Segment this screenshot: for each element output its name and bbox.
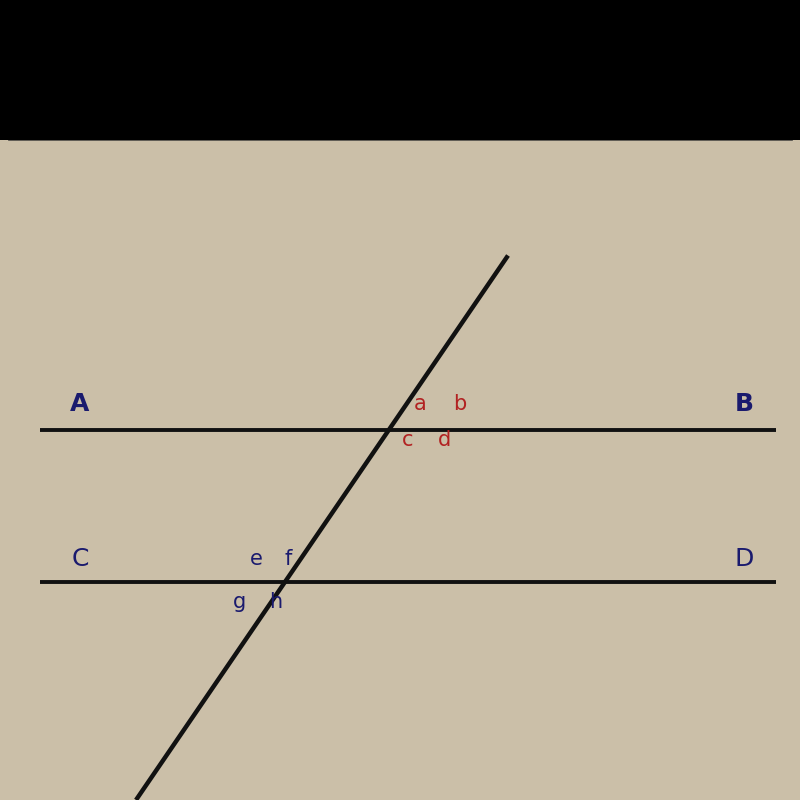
Text: c: c	[402, 430, 414, 450]
Text: h: h	[270, 592, 282, 612]
Text: f: f	[284, 549, 292, 569]
Bar	[0, 140, 800, 800]
Text: A: A	[70, 392, 90, 416]
Text: b: b	[454, 394, 466, 414]
Text: d: d	[438, 430, 450, 450]
Text: g: g	[234, 592, 246, 612]
Text: B: B	[734, 392, 754, 416]
Text: C: C	[71, 547, 89, 571]
Bar	[0, 0, 800, 140]
Text: a: a	[414, 394, 426, 414]
Text: e: e	[250, 549, 262, 569]
Text: D: D	[734, 547, 754, 571]
